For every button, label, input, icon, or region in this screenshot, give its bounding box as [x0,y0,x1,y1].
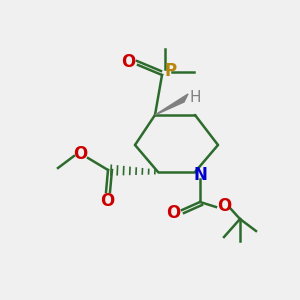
Text: O: O [100,192,114,210]
Text: O: O [121,53,135,71]
Polygon shape [155,94,188,115]
Text: O: O [73,145,87,163]
Text: N: N [193,166,207,184]
Text: O: O [166,204,180,222]
Text: P: P [165,62,177,80]
Text: O: O [217,197,231,215]
Text: H: H [189,91,201,106]
